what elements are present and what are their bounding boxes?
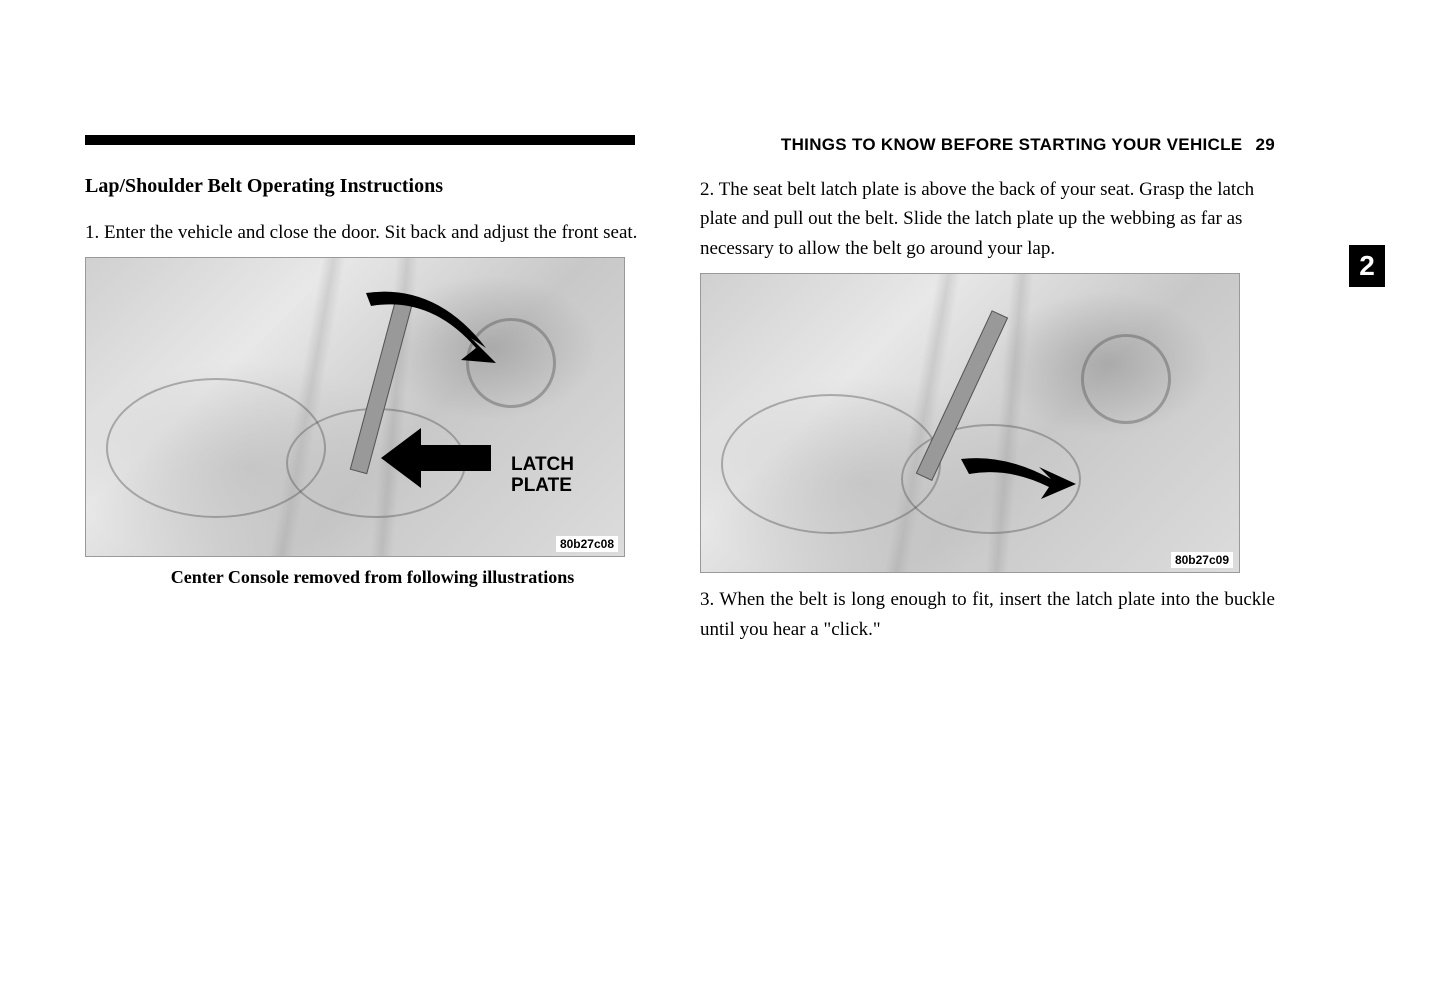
step-2-text: 2. The seat belt latch plate is above th… xyxy=(700,175,1275,263)
figure-1-caption: Center Console removed from following il… xyxy=(85,567,660,588)
label-line-2: PLATE xyxy=(511,475,572,496)
figure-2-image: 80b27c09 xyxy=(700,273,1240,573)
belt-motion-arrow-icon xyxy=(951,449,1081,519)
car-interior-sketch-2 xyxy=(701,274,1239,572)
latch-plate-arrow-icon xyxy=(376,423,496,493)
figure-1-code: 80b27c08 xyxy=(556,536,618,552)
figure-2-code: 80b27c09 xyxy=(1171,552,1233,568)
page-number: 29 xyxy=(1255,135,1275,154)
figure-1-image: LATCH PLATE 80b27c08 xyxy=(85,257,625,557)
section-tab: 2 xyxy=(1349,245,1385,287)
step-3-text: 3. When the belt is long enough to fit, … xyxy=(700,585,1275,644)
section-header: THINGS TO KNOW BEFORE STARTING YOUR VEHI… xyxy=(700,135,1275,155)
figure-1-label: LATCH PLATE xyxy=(511,455,574,497)
figure-1: LATCH PLATE 80b27c08 xyxy=(85,257,660,557)
page-container: Lap/Shoulder Belt Operating Instructions… xyxy=(0,0,1445,652)
label-line-1: LATCH xyxy=(511,454,574,475)
figure-2: 80b27c09 xyxy=(700,273,1275,573)
left-column: Lap/Shoulder Belt Operating Instructions… xyxy=(85,135,660,652)
step-1-text: 1. Enter the vehicle and close the door.… xyxy=(85,218,660,247)
subheading-belt-instructions: Lap/Shoulder Belt Operating Instructions xyxy=(85,175,660,198)
section-title: THINGS TO KNOW BEFORE STARTING YOUR VEHI… xyxy=(781,135,1243,154)
right-column: THINGS TO KNOW BEFORE STARTING YOUR VEHI… xyxy=(700,135,1275,652)
section-tab-number: 2 xyxy=(1359,250,1375,282)
curved-arrow-icon xyxy=(346,278,506,398)
